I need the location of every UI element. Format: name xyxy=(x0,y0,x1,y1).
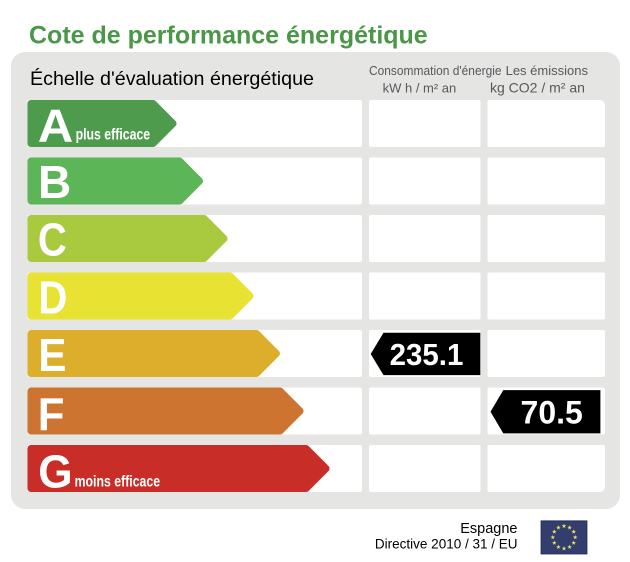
svg-text:Échelle d'évaluation énergétiq: Échelle d'évaluation énergétique xyxy=(30,67,314,90)
svg-text:C: C xyxy=(38,215,67,266)
svg-text:moins efficace: moins efficace xyxy=(75,473,161,491)
svg-text:Cote de performance énergétiqu: Cote de performance énergétique xyxy=(29,21,428,49)
svg-text:B: B xyxy=(38,156,71,208)
svg-text:70.5: 70.5 xyxy=(521,394,583,430)
svg-text:kg CO2 / m² an: kg CO2 / m² an xyxy=(490,80,585,96)
svg-text:kW h / m² an: kW h / m² an xyxy=(383,81,457,96)
svg-text:235.1: 235.1 xyxy=(390,339,464,373)
svg-text:D: D xyxy=(39,273,68,324)
svg-text:Consommation d'énergie: Consommation d'énergie xyxy=(369,64,502,79)
svg-text:F: F xyxy=(38,388,65,440)
svg-text:Directive 2010 / 31 / EU: Directive 2010 / 31 / EU xyxy=(375,536,518,551)
svg-text:Espagne: Espagne xyxy=(460,521,517,537)
svg-text:A: A xyxy=(38,101,74,152)
svg-text:Les émissions: Les émissions xyxy=(506,63,589,78)
svg-text:plus efficace: plus efficace xyxy=(76,126,151,144)
svg-text:E: E xyxy=(38,331,66,382)
svg-text:G: G xyxy=(38,446,72,498)
